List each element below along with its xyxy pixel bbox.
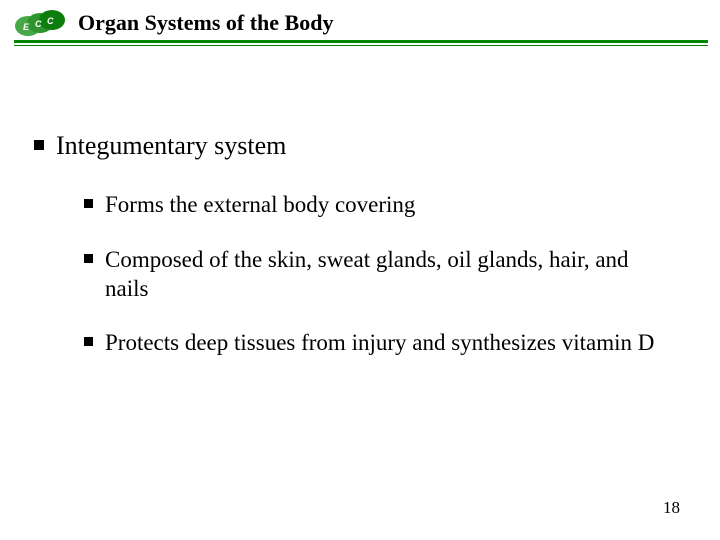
square-bullet-icon: [34, 140, 44, 150]
slide-content: Integumentary system Forms the external …: [34, 130, 686, 384]
level1-text: Integumentary system: [56, 130, 286, 161]
header-underline-thick: [14, 40, 708, 43]
level2-text: Composed of the skin, sweat glands, oil …: [105, 246, 665, 304]
bullet-item-level2: Forms the external body covering: [84, 191, 686, 220]
bullet-item-level1: Integumentary system: [34, 130, 686, 161]
slide-title: Organ Systems of the Body: [78, 10, 333, 36]
bullet-item-level2: Composed of the skin, sweat glands, oil …: [84, 246, 686, 304]
page-number: 18: [663, 498, 680, 518]
svg-text:E: E: [23, 22, 30, 32]
header-underline-thin: [14, 45, 708, 46]
square-bullet-icon: [84, 337, 93, 346]
level2-text: Protects deep tissues from injury and sy…: [105, 329, 654, 358]
level2-list: Forms the external body covering Compose…: [84, 191, 686, 358]
square-bullet-icon: [84, 254, 93, 263]
svg-text:C: C: [47, 16, 54, 26]
square-bullet-icon: [84, 199, 93, 208]
ecc-logo: E C C: [14, 6, 66, 38]
slide-header: E C C Organ Systems of the Body: [0, 0, 720, 48]
svg-text:C: C: [35, 19, 42, 29]
level2-text: Forms the external body covering: [105, 191, 415, 220]
bullet-item-level2: Protects deep tissues from injury and sy…: [84, 329, 686, 358]
